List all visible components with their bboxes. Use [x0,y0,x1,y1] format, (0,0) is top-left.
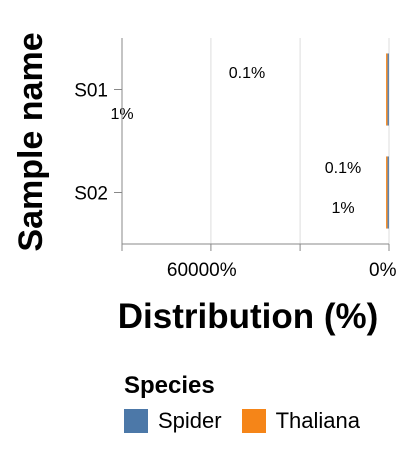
bar-thaliana-s02 [386,156,388,229]
legend: Species Spider Thaliana [124,372,380,434]
legend-swatch-thaliana [241,409,266,433]
bar-thaliana-s01 [386,53,388,126]
legend-title: Species [124,372,215,399]
legend-item-thaliana: Thaliana [241,408,360,434]
legend-item-spider: Spider [124,408,222,434]
bar-spider-s02 [387,156,389,229]
bar-spider-s01 [387,53,389,126]
y-tick-labels: S01 S02 [74,81,122,205]
y-tick-label: S02 [74,184,108,205]
data-label: 0.1% [325,160,361,177]
legend-swatch-spider [124,409,148,433]
data-labels: 0.1%1%0.1%1% [110,65,361,217]
y-tick-label: S01 [74,81,108,102]
y-axis-title: Sample name [12,32,50,251]
legend-label-thaliana: Thaliana [275,408,360,433]
legend-items: Spider Thaliana [124,408,380,434]
data-label: 1% [331,200,354,217]
x-tick-label: 60000% [167,260,237,281]
x-tick-labels: 60000% 0% [167,260,397,281]
bars [386,53,389,229]
x-axis-title: Distribution (%) [118,297,379,336]
data-label: 0.1% [229,65,265,82]
x-tick-label: 0% [369,260,397,281]
legend-label-spider: Spider [158,408,222,433]
